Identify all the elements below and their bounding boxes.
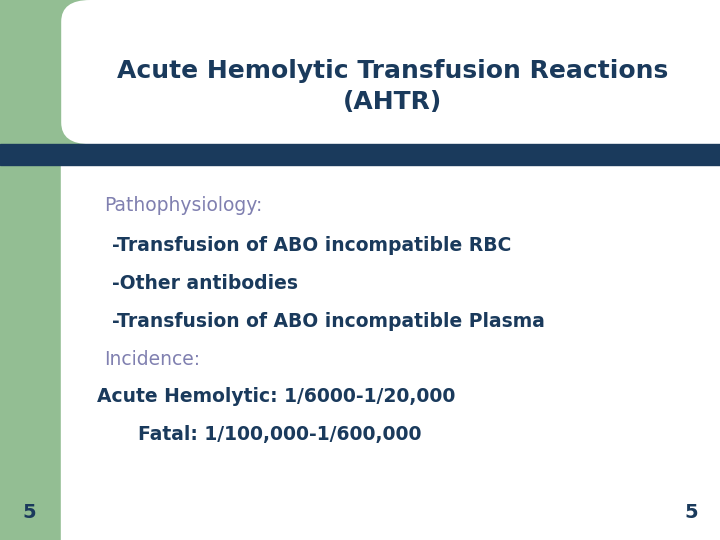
Text: -Transfusion of ABO incompatible RBC: -Transfusion of ABO incompatible RBC [112, 236, 511, 255]
Text: -Other antibodies: -Other antibodies [112, 274, 297, 293]
Text: 5: 5 [685, 503, 698, 523]
Bar [0, 144, 720, 165]
Text: -Transfusion of ABO incompatible Plasma: -Transfusion of ABO incompatible Plasma [112, 312, 544, 331]
Text: Acute Hemolytic: 1/6000-1/20,000: Acute Hemolytic: 1/6000-1/20,000 [97, 387, 456, 407]
Text: Acute Hemolytic Transfusion Reactions
(AHTR): Acute Hemolytic Transfusion Reactions (A… [117, 59, 668, 114]
Text: Pathophysiology:: Pathophysiology: [104, 195, 263, 215]
Text: 5: 5 [22, 503, 35, 523]
FancyBboxPatch shape [61, 0, 720, 144]
Bar [0, 0, 61, 540]
Bar [61, 165, 720, 540]
Text: Incidence:: Incidence: [104, 349, 201, 369]
Bar [0, 0, 205, 144]
Text: Fatal: 1/100,000-1/600,000: Fatal: 1/100,000-1/600,000 [112, 425, 421, 444]
